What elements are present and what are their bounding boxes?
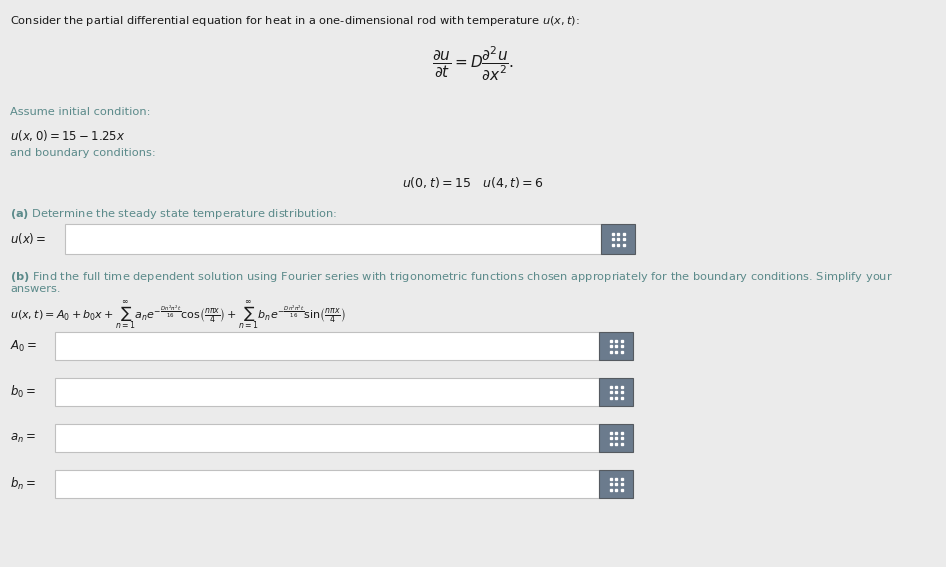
Text: Consider the partial differential equation for heat in a one-dimensional rod wit: Consider the partial differential equati…: [10, 14, 580, 28]
Text: $\mathbf{(b)}$ Find the full time dependent solution using Fourier series with t: $\mathbf{(b)}$ Find the full time depend…: [10, 270, 893, 284]
Bar: [599, 378, 633, 406]
Text: $b_0 =$: $b_0 =$: [10, 384, 36, 400]
Text: $A_0 =$: $A_0 =$: [10, 338, 37, 354]
Text: $a_n =$: $a_n =$: [10, 431, 36, 445]
Text: and boundary conditions:: and boundary conditions:: [10, 148, 156, 158]
Text: $b_n =$: $b_n =$: [10, 476, 36, 492]
Bar: [55, 470, 599, 498]
Text: Assume initial condition:: Assume initial condition:: [10, 107, 150, 117]
Text: $u(x,0) = 15 - 1.25x$: $u(x,0) = 15 - 1.25x$: [10, 128, 126, 143]
Text: $u(x) =$: $u(x) =$: [10, 231, 46, 247]
Text: $\dfrac{\partial u}{\partial t} = D\dfrac{\partial^2 u}{\partial x^2}.$: $\dfrac{\partial u}{\partial t} = D\dfra…: [432, 45, 514, 83]
Bar: [599, 470, 633, 498]
Bar: [55, 378, 599, 406]
Bar: [65, 224, 601, 254]
Bar: [599, 424, 633, 452]
Bar: [55, 332, 599, 360]
Text: $u(0,t) = 15 \quad u(4,t) = 6$: $u(0,t) = 15 \quad u(4,t) = 6$: [402, 175, 544, 190]
Bar: [599, 332, 633, 360]
Text: answers.: answers.: [10, 284, 61, 294]
Bar: [55, 424, 599, 452]
Text: $\mathbf{(a)}$ Determine the steady state temperature distribution:: $\mathbf{(a)}$ Determine the steady stat…: [10, 207, 337, 221]
Bar: [601, 224, 635, 254]
Text: $u(x,t) = A_0 + b_0 x + \sum_{n=1}^{\infty} a_n e^{-\frac{Dn^2\pi^2 t}{16}} \cos: $u(x,t) = A_0 + b_0 x + \sum_{n=1}^{\inf…: [10, 298, 346, 331]
